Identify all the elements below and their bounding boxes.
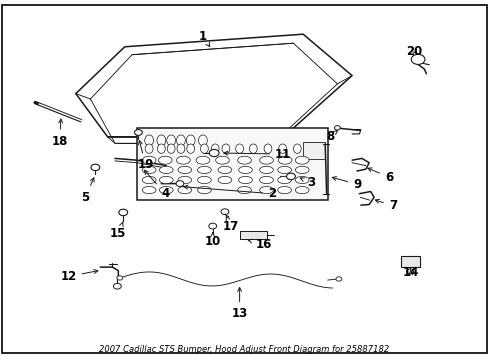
Ellipse shape xyxy=(144,135,153,146)
Ellipse shape xyxy=(215,156,229,164)
Circle shape xyxy=(91,164,100,171)
Text: 17: 17 xyxy=(222,216,239,233)
Ellipse shape xyxy=(259,156,273,164)
Ellipse shape xyxy=(178,186,191,194)
Ellipse shape xyxy=(198,135,207,146)
Ellipse shape xyxy=(222,144,229,153)
Ellipse shape xyxy=(158,156,172,164)
Ellipse shape xyxy=(159,176,173,184)
Ellipse shape xyxy=(159,166,173,174)
Circle shape xyxy=(406,269,413,274)
Text: 12: 12 xyxy=(61,270,98,283)
Ellipse shape xyxy=(259,176,273,184)
Ellipse shape xyxy=(176,156,190,164)
Circle shape xyxy=(335,277,341,281)
Ellipse shape xyxy=(142,166,156,174)
Text: 4: 4 xyxy=(144,170,169,200)
Ellipse shape xyxy=(237,186,251,194)
Ellipse shape xyxy=(145,144,153,153)
Ellipse shape xyxy=(178,176,191,184)
Ellipse shape xyxy=(197,166,211,174)
Text: 5: 5 xyxy=(81,178,94,204)
FancyBboxPatch shape xyxy=(303,142,325,159)
Circle shape xyxy=(117,276,122,280)
Ellipse shape xyxy=(186,135,195,146)
Circle shape xyxy=(334,126,340,130)
Ellipse shape xyxy=(159,186,173,194)
Ellipse shape xyxy=(277,176,291,184)
Text: 13: 13 xyxy=(231,288,247,320)
Ellipse shape xyxy=(197,186,211,194)
FancyBboxPatch shape xyxy=(137,128,327,200)
Ellipse shape xyxy=(293,144,301,153)
Circle shape xyxy=(119,209,127,216)
Text: 9: 9 xyxy=(332,177,361,191)
Ellipse shape xyxy=(211,144,219,153)
Ellipse shape xyxy=(295,186,308,194)
Ellipse shape xyxy=(259,166,273,174)
Ellipse shape xyxy=(249,144,257,153)
Text: 18: 18 xyxy=(51,119,68,148)
Text: 2007 Cadillac STS Bumper, Hood Adjust Front Diagram for 25887182: 2007 Cadillac STS Bumper, Hood Adjust Fr… xyxy=(99,345,389,354)
Ellipse shape xyxy=(218,166,231,174)
FancyBboxPatch shape xyxy=(239,231,266,239)
Circle shape xyxy=(113,283,121,289)
Ellipse shape xyxy=(295,156,308,164)
Circle shape xyxy=(209,149,219,157)
Ellipse shape xyxy=(277,166,291,174)
Ellipse shape xyxy=(238,166,252,174)
Ellipse shape xyxy=(167,144,175,153)
Text: 8: 8 xyxy=(325,130,337,143)
Circle shape xyxy=(410,54,424,64)
Text: 2: 2 xyxy=(183,185,276,200)
Ellipse shape xyxy=(200,144,208,153)
Text: 16: 16 xyxy=(248,238,271,251)
Circle shape xyxy=(176,181,183,186)
Circle shape xyxy=(221,209,228,215)
Circle shape xyxy=(134,130,142,135)
Ellipse shape xyxy=(237,156,251,164)
Ellipse shape xyxy=(295,176,308,184)
Ellipse shape xyxy=(278,156,291,164)
Text: 10: 10 xyxy=(204,233,221,248)
Text: 3: 3 xyxy=(300,176,315,189)
Ellipse shape xyxy=(157,144,165,153)
Text: 1: 1 xyxy=(199,30,209,46)
Ellipse shape xyxy=(142,156,156,164)
Ellipse shape xyxy=(176,135,185,146)
FancyBboxPatch shape xyxy=(400,256,419,267)
Ellipse shape xyxy=(278,144,286,153)
Ellipse shape xyxy=(235,144,243,153)
Text: 11: 11 xyxy=(224,148,290,161)
Text: 14: 14 xyxy=(402,266,418,279)
Ellipse shape xyxy=(142,186,156,194)
Text: 20: 20 xyxy=(406,45,422,58)
Ellipse shape xyxy=(295,166,308,174)
Ellipse shape xyxy=(259,186,273,194)
Ellipse shape xyxy=(166,135,175,146)
Ellipse shape xyxy=(142,176,156,184)
Circle shape xyxy=(208,223,216,229)
Circle shape xyxy=(286,173,295,180)
Text: 7: 7 xyxy=(374,199,396,212)
Ellipse shape xyxy=(157,135,165,146)
Ellipse shape xyxy=(196,156,209,164)
Ellipse shape xyxy=(238,176,252,184)
Text: 6: 6 xyxy=(367,168,392,184)
Ellipse shape xyxy=(178,166,191,174)
Ellipse shape xyxy=(197,176,211,184)
Ellipse shape xyxy=(277,186,291,194)
Text: 15: 15 xyxy=(110,221,126,240)
Ellipse shape xyxy=(218,176,231,184)
Ellipse shape xyxy=(264,144,271,153)
Text: 19: 19 xyxy=(137,140,154,171)
Ellipse shape xyxy=(177,144,184,153)
Ellipse shape xyxy=(186,144,194,153)
